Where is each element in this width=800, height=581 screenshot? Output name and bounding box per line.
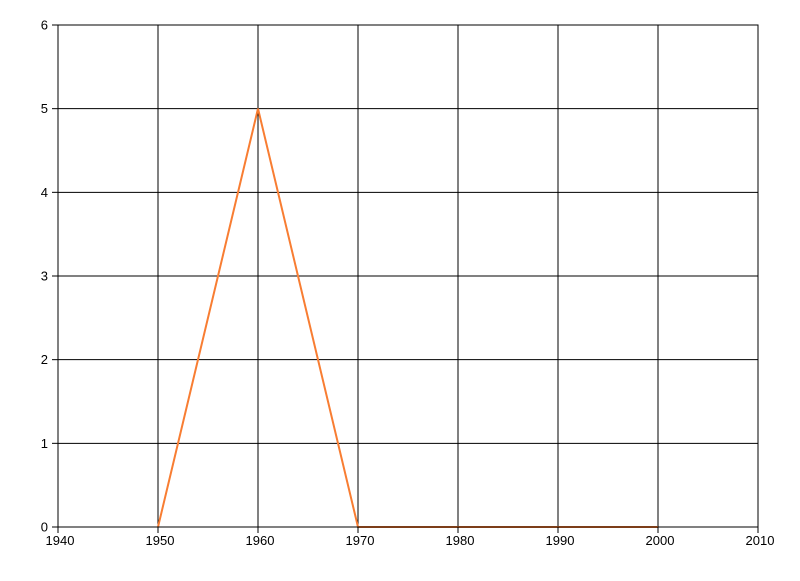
x-tick-label: 1960 bbox=[246, 533, 275, 548]
y-tick-label: 2 bbox=[41, 352, 48, 367]
y-tick-label: 4 bbox=[41, 185, 48, 200]
x-tick-label: 1990 bbox=[546, 533, 575, 548]
y-tick-label: 0 bbox=[41, 520, 48, 535]
x-tick-label: 2000 bbox=[646, 533, 675, 548]
x-tick-label: 1970 bbox=[346, 533, 375, 548]
x-tick-label: 2010 bbox=[746, 533, 775, 548]
x-tick-label: 1950 bbox=[146, 533, 175, 548]
y-tick-label: 3 bbox=[41, 269, 48, 284]
x-tick-label: 1980 bbox=[446, 533, 475, 548]
y-tick-label: 1 bbox=[41, 436, 48, 451]
y-tick-label: 5 bbox=[41, 101, 48, 116]
y-tick-label: 6 bbox=[41, 18, 48, 33]
x-tick-label: 1940 bbox=[46, 533, 75, 548]
